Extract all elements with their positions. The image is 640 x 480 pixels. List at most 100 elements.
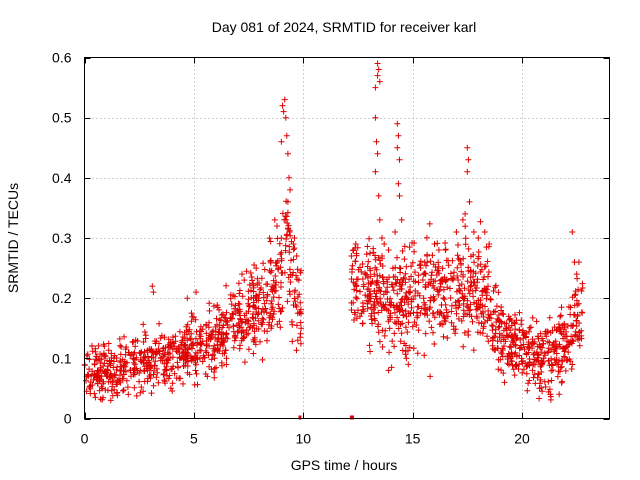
data-point bbox=[250, 304, 257, 310]
data-point bbox=[399, 347, 406, 354]
data-point bbox=[364, 286, 371, 293]
data-point bbox=[518, 321, 525, 328]
data-point bbox=[385, 307, 392, 314]
data-point bbox=[293, 347, 300, 354]
data-point bbox=[136, 350, 143, 356]
data-point bbox=[512, 342, 519, 349]
data-point bbox=[187, 353, 194, 360]
data-point bbox=[232, 310, 239, 316]
data-point bbox=[219, 311, 226, 318]
data-point bbox=[469, 318, 476, 325]
data-point bbox=[284, 209, 291, 216]
data-point bbox=[485, 338, 492, 345]
data-point bbox=[290, 269, 297, 276]
data-point bbox=[572, 291, 579, 298]
data-point bbox=[287, 291, 293, 298]
data-point-outlier bbox=[398, 216, 405, 223]
data-point bbox=[92, 345, 99, 352]
data-point bbox=[186, 371, 193, 378]
data-point bbox=[176, 375, 183, 382]
data-point bbox=[292, 302, 299, 309]
data-point bbox=[372, 256, 379, 263]
data-point bbox=[571, 302, 578, 309]
data-point bbox=[412, 269, 418, 276]
data-point bbox=[197, 333, 204, 340]
data-point bbox=[462, 235, 469, 242]
data-point bbox=[409, 323, 416, 330]
data-point bbox=[352, 311, 359, 318]
data-point bbox=[578, 309, 585, 316]
data-point-outlier bbox=[381, 241, 388, 247]
data-point bbox=[102, 387, 109, 393]
data-point bbox=[493, 319, 500, 326]
data-point bbox=[297, 334, 304, 341]
data-point-outlier bbox=[459, 216, 466, 223]
data-point bbox=[206, 363, 213, 370]
data-point bbox=[511, 319, 518, 326]
data-point bbox=[376, 338, 383, 345]
data-point bbox=[199, 358, 206, 365]
data-point bbox=[293, 272, 299, 279]
data-point bbox=[460, 300, 467, 307]
data-point bbox=[109, 383, 116, 390]
data-point bbox=[511, 372, 518, 379]
data-point bbox=[488, 322, 495, 329]
data-point bbox=[474, 276, 481, 283]
data-point bbox=[513, 335, 520, 342]
data-point bbox=[575, 336, 581, 343]
data-point bbox=[384, 279, 391, 285]
data-point bbox=[102, 352, 109, 359]
data-point bbox=[531, 350, 538, 357]
data-point bbox=[509, 338, 516, 345]
data-point bbox=[95, 342, 102, 349]
data-point bbox=[184, 350, 191, 357]
data-point bbox=[127, 367, 134, 374]
data-point bbox=[552, 359, 559, 366]
data-point bbox=[357, 288, 363, 295]
data-point bbox=[89, 342, 95, 349]
data-point bbox=[427, 294, 434, 301]
data-point bbox=[482, 288, 489, 295]
data-point bbox=[405, 319, 412, 326]
data-point bbox=[213, 364, 219, 371]
data-point bbox=[169, 380, 176, 387]
data-point bbox=[399, 307, 406, 314]
data-point bbox=[473, 300, 480, 307]
data-point bbox=[470, 347, 477, 354]
data-point bbox=[245, 288, 252, 295]
data-point bbox=[156, 320, 163, 327]
data-point bbox=[291, 295, 298, 302]
data-point bbox=[101, 360, 108, 367]
data-point bbox=[372, 252, 378, 259]
data-point bbox=[424, 259, 431, 266]
data-point bbox=[567, 358, 574, 365]
data-point bbox=[114, 364, 121, 370]
data-point bbox=[171, 343, 178, 350]
data-point bbox=[382, 327, 389, 334]
data-point bbox=[551, 339, 557, 346]
data-point bbox=[480, 314, 487, 320]
data-point bbox=[444, 335, 451, 341]
data-point bbox=[470, 293, 477, 300]
data-point-outlier bbox=[481, 229, 488, 235]
data-point bbox=[358, 268, 365, 275]
data-point bbox=[397, 338, 404, 345]
data-point bbox=[263, 309, 270, 316]
data-point bbox=[218, 317, 224, 324]
data-point bbox=[176, 328, 183, 335]
data-point bbox=[433, 272, 440, 278]
data-point bbox=[556, 341, 563, 348]
data-point bbox=[237, 342, 243, 349]
data-point bbox=[437, 280, 444, 287]
data-point bbox=[256, 291, 263, 298]
data-point bbox=[216, 316, 223, 323]
data-point bbox=[188, 318, 195, 325]
data-point bbox=[210, 303, 217, 310]
data-point bbox=[480, 309, 486, 316]
data-point bbox=[98, 383, 105, 390]
data-point bbox=[468, 279, 475, 286]
data-point bbox=[259, 315, 266, 322]
data-point bbox=[379, 274, 386, 280]
data-point bbox=[228, 301, 235, 308]
data-point bbox=[197, 355, 203, 362]
